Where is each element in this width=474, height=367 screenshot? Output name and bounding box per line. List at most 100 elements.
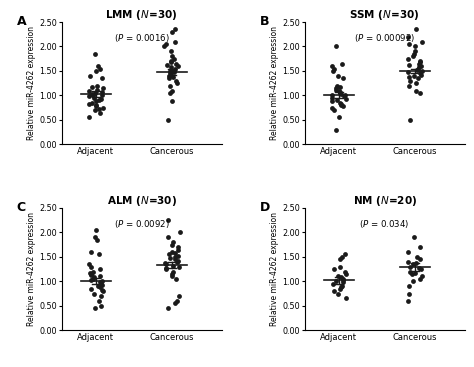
Point xyxy=(168,88,175,94)
Point xyxy=(336,90,344,96)
Point xyxy=(92,227,100,233)
Point xyxy=(170,269,177,275)
Point xyxy=(337,101,345,107)
Point xyxy=(337,88,344,94)
Point xyxy=(95,63,102,69)
Point xyxy=(415,265,423,270)
Point xyxy=(172,61,180,66)
Point xyxy=(165,73,173,79)
Text: D: D xyxy=(260,201,270,214)
Point xyxy=(412,26,420,32)
Point xyxy=(172,301,179,306)
Point xyxy=(330,288,338,294)
Point xyxy=(94,87,101,92)
Point xyxy=(338,61,346,66)
Point xyxy=(416,244,423,250)
Text: C: C xyxy=(17,201,26,214)
Point xyxy=(412,80,419,86)
Point xyxy=(166,83,174,88)
Title: SSM ($\it{N}$=30): SSM ($\it{N}$=30) xyxy=(349,8,420,22)
Point xyxy=(406,41,413,47)
Point xyxy=(416,90,424,96)
Point xyxy=(337,102,345,108)
Title: NM ($\it{N}$=20): NM ($\it{N}$=20) xyxy=(353,194,417,208)
Point xyxy=(405,74,413,80)
Point xyxy=(96,284,103,290)
Point xyxy=(91,291,98,297)
Point xyxy=(411,270,419,276)
Point xyxy=(88,84,96,90)
Point xyxy=(337,286,344,292)
Point xyxy=(418,266,425,272)
Point xyxy=(90,276,97,282)
Point xyxy=(341,92,348,98)
Point xyxy=(91,90,99,96)
Point xyxy=(174,247,182,252)
Point xyxy=(87,277,95,283)
Point xyxy=(93,103,100,109)
Point xyxy=(164,235,172,240)
Point xyxy=(86,115,93,120)
Point xyxy=(165,251,173,257)
Point xyxy=(415,64,422,70)
Point xyxy=(333,97,340,103)
Point xyxy=(85,94,93,99)
Point xyxy=(98,75,106,81)
Point xyxy=(175,264,183,270)
Point xyxy=(415,61,423,66)
Point xyxy=(90,95,98,101)
Point xyxy=(164,117,171,123)
Point xyxy=(328,105,336,110)
Point xyxy=(162,266,169,272)
Point xyxy=(334,273,342,279)
Point xyxy=(168,98,176,104)
Point xyxy=(169,249,176,255)
Point xyxy=(341,269,349,275)
Point xyxy=(95,283,102,289)
Point xyxy=(336,100,344,106)
Point xyxy=(87,249,95,255)
Point xyxy=(175,293,182,299)
Point xyxy=(167,64,174,70)
Point xyxy=(167,59,174,65)
Point xyxy=(170,56,178,62)
Point xyxy=(335,291,342,297)
Point xyxy=(171,257,179,262)
Point xyxy=(164,305,172,311)
Point xyxy=(416,276,423,282)
Text: ($\it{P}$ = 0.0092): ($\it{P}$ = 0.0092) xyxy=(114,218,170,230)
Point xyxy=(410,51,418,57)
Point xyxy=(170,263,177,269)
Point xyxy=(97,97,104,102)
Point xyxy=(95,97,102,103)
Point xyxy=(330,68,337,74)
Point xyxy=(91,305,99,311)
Point xyxy=(168,242,176,248)
Point xyxy=(329,281,337,287)
Point xyxy=(98,279,105,284)
Point xyxy=(98,293,105,299)
Point xyxy=(342,251,349,257)
Point xyxy=(173,80,181,86)
Text: ($\it{P}$ = 0.00092): ($\it{P}$ = 0.00092) xyxy=(354,32,415,44)
Point xyxy=(419,39,426,44)
Point xyxy=(332,87,339,92)
Point xyxy=(96,266,104,272)
Point xyxy=(339,277,346,283)
Point xyxy=(338,283,346,289)
Point xyxy=(413,254,421,260)
Point xyxy=(90,275,98,280)
Point xyxy=(405,34,412,40)
Point xyxy=(416,59,424,65)
Point xyxy=(174,253,182,259)
Point xyxy=(332,279,339,284)
Point xyxy=(97,303,104,309)
Point xyxy=(86,270,93,276)
Point xyxy=(415,66,422,72)
Point xyxy=(171,69,178,75)
Point xyxy=(166,68,174,74)
Point xyxy=(171,26,179,32)
Point xyxy=(336,257,344,262)
Point xyxy=(173,298,181,304)
Point xyxy=(96,279,103,285)
